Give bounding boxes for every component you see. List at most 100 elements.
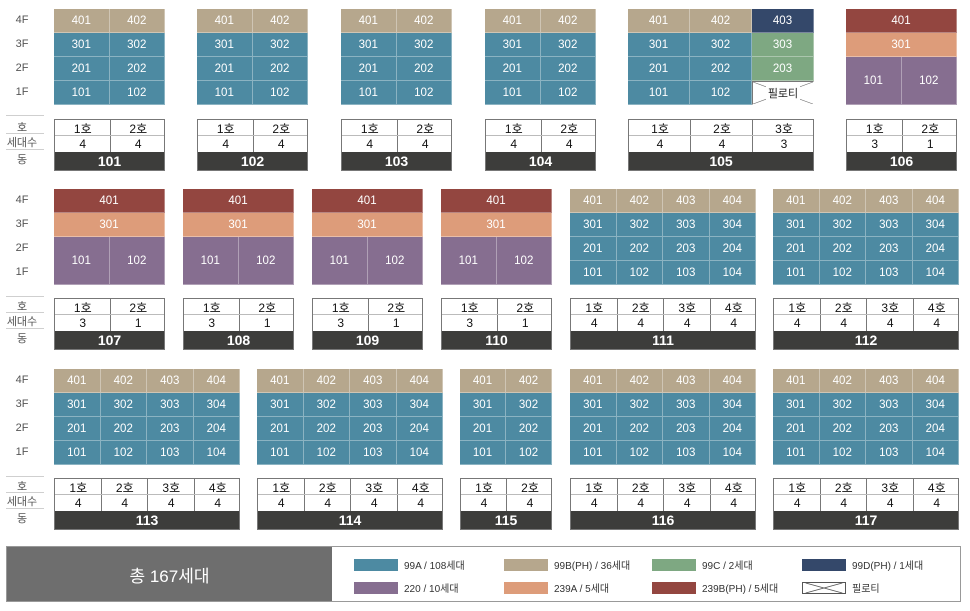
legend-label: 239B(PH) / 5세대 — [702, 584, 779, 595]
floor-label-2F: 2F — [15, 242, 29, 254]
unit-106-101: 101 — [846, 57, 902, 105]
unit-114-302: 302 — [303, 393, 350, 417]
row-divider — [6, 328, 44, 329]
unit-105-303: 303 — [752, 33, 814, 57]
table-divider — [866, 479, 867, 511]
unit-114-101: 101 — [257, 441, 304, 465]
legend-box: 총 167세대 99A / 108세대 99B(PH) / 36세대 99C /… — [6, 546, 961, 602]
table-divider — [303, 479, 305, 511]
ho-cell: 1호 — [475, 480, 493, 495]
table-divider — [55, 135, 164, 136]
legend-item-99B: 99B(PH) / 36세대 — [504, 557, 630, 572]
ho-row-label: 호 — [16, 122, 28, 134]
unit-117-404: 404 — [912, 369, 959, 393]
ho-cell: 1호 — [504, 121, 523, 136]
legend-label: 99C / 2세대 — [702, 561, 753, 572]
unit-105-101: 101 — [628, 81, 690, 105]
unit-112-304: 304 — [912, 213, 959, 237]
unit-109-301: 301 — [312, 213, 423, 237]
unit-112-402: 402 — [819, 189, 866, 213]
unit-117-102: 102 — [819, 441, 866, 465]
table-divider — [313, 314, 422, 315]
dong-row-label: 동 — [16, 154, 28, 166]
household-count-cell: 4 — [683, 316, 691, 330]
table-divider — [109, 299, 111, 331]
ho-cell: 2호 — [560, 121, 579, 136]
unit-108-301: 301 — [183, 213, 294, 237]
table-divider — [819, 479, 821, 511]
unit-106-301: 301 — [846, 33, 957, 57]
unit-103-402: 402 — [396, 9, 452, 33]
building-info-table: 1호 4 2호 4 115 — [460, 478, 552, 530]
household-count-cell: 4 — [167, 496, 175, 510]
row-divider — [6, 492, 44, 493]
table-divider — [709, 479, 711, 511]
building-name-bar: 105 — [629, 152, 813, 170]
building-name-bar: 112 — [774, 331, 958, 349]
unit-112-401: 401 — [773, 189, 820, 213]
unit-103-401: 401 — [341, 9, 397, 33]
legend-swatch-icon — [504, 581, 548, 594]
unit-117-402: 402 — [819, 369, 866, 393]
ho-cell: 2호 — [387, 300, 406, 315]
ho-cell: 2호 — [834, 480, 853, 495]
ho-cell: 1호 — [73, 300, 92, 315]
unit-105-401: 401 — [628, 9, 690, 33]
unit-114-404: 404 — [396, 369, 443, 393]
ho-cell: 3호 — [365, 480, 384, 495]
total-households: 총 167세대 — [7, 547, 332, 601]
building-name-bar: 111 — [571, 331, 755, 349]
dong-row-label: 동 — [16, 333, 28, 345]
unit-113-203: 203 — [147, 417, 194, 441]
unit-114-203: 203 — [350, 417, 397, 441]
table-divider — [109, 120, 111, 152]
household-count-cell: 4 — [886, 316, 894, 330]
floor-label-4F: 4F — [15, 14, 29, 26]
unit-114-102: 102 — [303, 441, 350, 465]
building-name-bar: 101 — [55, 152, 164, 170]
unit-103-102: 102 — [396, 81, 452, 105]
building-info-table: 1호 4 2호 4 3호 4 4호 4 112 — [773, 298, 959, 350]
ho-cell: 2호 — [521, 480, 539, 495]
unit-116-204: 204 — [709, 417, 756, 441]
ho-cell: 1호 — [585, 300, 604, 315]
unit-116-404: 404 — [709, 369, 756, 393]
household-count-cell: 4 — [417, 496, 425, 510]
unit-102-202: 202 — [252, 57, 308, 81]
table-divider — [774, 494, 958, 495]
unit-110-101: 101 — [441, 237, 497, 285]
unit-101-401: 401 — [54, 9, 110, 33]
table-divider — [147, 479, 148, 511]
building-info-table: 1호 4 2호 4 102 — [197, 119, 308, 171]
ho-cell: 4호 — [724, 300, 743, 315]
unit-101-201: 201 — [54, 57, 110, 81]
ho-cell: 1호 — [216, 121, 235, 136]
household-count-cell: 4 — [510, 137, 518, 151]
building-info-table: 1호 3 2호 1 109 — [312, 298, 423, 350]
household-count-cell: 4 — [222, 137, 230, 151]
unit-116-302: 302 — [616, 393, 663, 417]
household-count-cell: 4 — [526, 496, 534, 510]
floor-label-2F: 2F — [15, 422, 29, 434]
building-info-table: 1호 3 2호 1 107 — [54, 298, 165, 350]
household-count-cell: 1 — [926, 137, 934, 151]
unit-115-401: 401 — [460, 369, 506, 393]
building-info-table: 1호 4 2호 4 3호 4 4호 4 113 — [54, 478, 240, 530]
legend-label: 필로티 — [852, 584, 880, 595]
household-count-cell: 4 — [793, 496, 801, 510]
legend-item-pilotis: 필로티 — [802, 580, 880, 595]
unit-111-104: 104 — [709, 261, 756, 285]
unit-101-402: 402 — [109, 9, 165, 33]
unit-104-302: 302 — [540, 33, 596, 57]
unit-104-101: 101 — [485, 81, 541, 105]
table-divider — [506, 479, 507, 511]
pilotis-icon — [802, 581, 846, 594]
legend-swatch-icon — [652, 581, 696, 594]
ho-cell: 2호 — [129, 300, 148, 315]
unit-106-102: 102 — [901, 57, 957, 105]
unit-107-401: 401 — [54, 189, 165, 213]
legend-swatch-icon — [652, 558, 696, 571]
floor-label-3F: 3F — [15, 38, 29, 50]
table-divider — [496, 299, 498, 331]
unit-101-101: 101 — [54, 81, 110, 105]
